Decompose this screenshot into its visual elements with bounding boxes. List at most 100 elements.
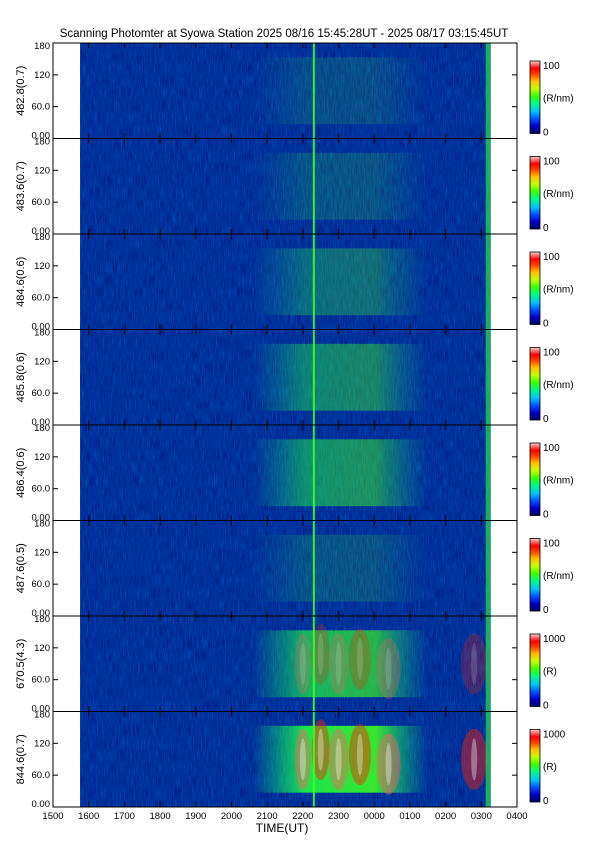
y-tick-label: 60.0 [32,770,51,781]
y-tick-label: 60.0 [32,484,51,495]
colorbar-min: 0 [543,128,549,139]
y-tick-label: 60.0 [32,675,51,686]
hotspot [348,723,371,786]
aurora-band [252,439,428,507]
panel-ylabel: 487.6(0.5) [15,543,27,593]
colorbar [529,633,541,707]
y-tick-label: 0.00 [32,131,51,142]
edge-glow [485,520,491,616]
aurora-band [252,534,428,602]
y-tick-label: 180 [34,519,50,530]
x-axis-label: TIME(UT) [256,821,309,835]
panel-2: 0.00 60.0 120 180 483.6(0.7) 100 0 (R/nm) [15,137,574,238]
aurora-band [252,57,428,125]
colorbar-max: 1000 [543,634,566,645]
y-tick-label: 0.00 [32,417,51,428]
colorbar [529,347,541,421]
colorbar [529,156,541,230]
x-tick-label: 1800 [150,811,171,822]
y-tick-label: 0.00 [32,704,51,715]
panel-ylabel: 483.6(0.7) [15,161,27,211]
y-tick-label: 0.00 [32,322,51,333]
bright-streak [312,234,315,330]
colorbar-unit: (R/nm) [543,475,574,486]
colorbar-max: 100 [543,252,560,263]
hotspot [328,728,349,790]
colorbar-min: 0 [543,510,549,521]
y-tick-label: 180 [34,137,50,148]
y-tick-label: 0.00 [32,799,51,810]
panel-3: 0.00 60.0 120 180 484.6(0.6) 100 0 (R/nm) [15,232,574,333]
colorbar [529,729,541,803]
colorbar [529,60,541,134]
colorbar [529,442,541,516]
panel-ylabel: 484.6(0.6) [15,257,27,307]
edge-glow [485,711,491,807]
hotspot-core [299,642,306,685]
colorbar-min: 0 [543,701,549,712]
colorbar-min: 0 [543,319,549,330]
panel-ylabel: 482.8(0.7) [15,66,27,116]
colorbar-max: 100 [543,539,560,550]
colorbar-max: 100 [543,61,560,72]
x-tick-label: 0100 [399,811,420,822]
colorbar-max: 1000 [543,730,566,741]
edge-glow [485,43,491,139]
colorbar [529,538,541,612]
y-tick-label: 60.0 [32,579,51,590]
y-tick-label: 180 [34,232,50,243]
y-tick-label: 180 [34,328,50,339]
x-tick-label: 0400 [506,811,527,822]
hotspot-core [385,743,392,786]
colorbar-unit: (R/nm) [543,93,574,104]
edge-glow [485,138,491,234]
panel-6: 0.00 60.0 120 180 487.6(0.5) 100 0 (R/nm) [15,519,574,620]
x-tick-label: 0200 [435,811,456,822]
panel-5: 0.00 60.0 120 180 486.4(0.6) 100 0 (R/nm) [15,423,574,524]
hotspot [376,637,401,700]
y-tick-label: 60.0 [32,388,51,399]
x-tick-label: 0300 [471,811,492,822]
edge-glow [485,616,491,712]
aurora-band [252,152,428,220]
y-tick-label: 120 [34,547,50,558]
panel-ylabel: 486.4(0.6) [15,448,27,498]
hotspot-core [317,728,324,771]
x-tick-label: 2100 [257,811,278,822]
x-tick-label: 2000 [221,811,242,822]
x-axis: 1500 1600 1700 1800 1900 2000 2100 2200 2300 0000… [42,811,527,822]
colorbar [529,251,541,325]
colorbar-min: 0 [543,414,549,425]
edge-glow [485,234,491,330]
panel-7: 0.00 60.0 120 180 670.5(4.3) 1000 0 (R) [15,614,566,715]
panel-8: 0.00 60.0 120 180 844.6(0.7) 1000 0 (R) [15,710,566,811]
panel-ylabel: 844.6(0.7) [15,734,27,784]
bright-streak [312,43,315,139]
y-tick-label: 120 [34,643,50,654]
colorbar-unit: (R) [543,666,557,677]
hotspot [294,633,311,695]
hotspot-core [335,642,342,685]
colorbar-unit: (R/nm) [543,189,574,200]
edge-glow [485,425,491,521]
panel-4: 0.00 60.0 120 180 485.8(0.6) 100 0 (R/nm) [15,328,574,429]
bright-streak [312,138,315,234]
chart-title: Scanning Photomter at Syowa Station 2025… [60,28,509,40]
y-tick-label: 120 [34,261,50,272]
panel-ylabel: 485.8(0.6) [15,352,27,402]
panel-1: 0.00 60.0 120 180 482.8(0.7) 100 0 (R/nm) [15,41,574,142]
y-tick-label: 60.0 [32,197,51,208]
x-tick-label: 1600 [78,811,99,822]
y-tick-label: 60.0 [32,102,51,113]
y-tick-label: 180 [34,614,50,625]
aurora-band [252,630,428,698]
colorbar-min: 0 [543,223,549,234]
bright-streak [312,616,315,712]
hotspot [461,728,488,790]
y-tick-label: 0.00 [32,513,51,524]
hotspot [328,633,349,695]
hotspot [348,628,371,690]
hotspot-core [299,738,306,781]
edge-glow [485,329,491,425]
